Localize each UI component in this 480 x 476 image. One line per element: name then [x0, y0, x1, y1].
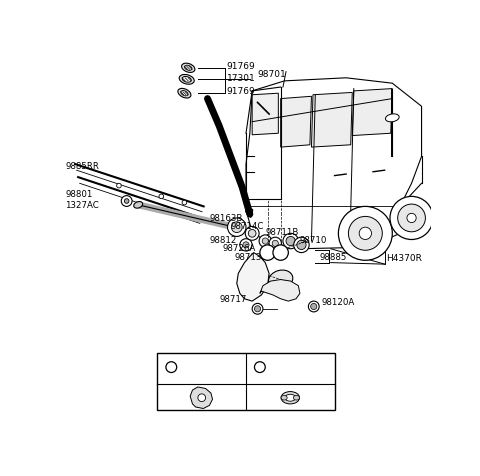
Polygon shape: [352, 89, 392, 136]
Circle shape: [311, 304, 317, 310]
Polygon shape: [252, 94, 278, 136]
Circle shape: [231, 222, 242, 233]
Circle shape: [259, 236, 271, 248]
Circle shape: [117, 184, 121, 188]
Polygon shape: [246, 79, 421, 249]
Text: 98120A: 98120A: [322, 297, 355, 306]
Circle shape: [260, 245, 275, 261]
Circle shape: [348, 217, 382, 251]
Ellipse shape: [281, 396, 287, 400]
Circle shape: [338, 207, 392, 261]
Text: a: a: [169, 363, 174, 372]
Circle shape: [248, 230, 256, 238]
Text: 98726A: 98726A: [223, 243, 256, 252]
Polygon shape: [312, 93, 352, 148]
Circle shape: [308, 301, 319, 312]
Circle shape: [407, 214, 416, 223]
Circle shape: [121, 196, 132, 207]
Text: 98163B: 98163B: [209, 214, 242, 223]
Ellipse shape: [268, 270, 293, 289]
Circle shape: [262, 238, 268, 245]
Polygon shape: [237, 253, 269, 301]
Circle shape: [254, 362, 265, 373]
Circle shape: [240, 239, 252, 251]
Circle shape: [159, 195, 164, 199]
Text: b: b: [257, 363, 262, 372]
Text: 98885: 98885: [319, 252, 347, 261]
Text: b: b: [278, 248, 283, 258]
Circle shape: [254, 306, 261, 312]
Text: 17301: 17301: [227, 74, 255, 83]
Circle shape: [166, 362, 177, 373]
Ellipse shape: [385, 115, 399, 122]
Circle shape: [272, 241, 278, 247]
Polygon shape: [260, 280, 300, 301]
Circle shape: [297, 241, 306, 250]
Circle shape: [286, 237, 295, 246]
Text: 91769: 91769: [227, 62, 255, 71]
Circle shape: [398, 205, 425, 232]
Text: 98711B: 98711B: [265, 228, 299, 237]
Text: 98714C: 98714C: [230, 222, 264, 231]
Text: H4370R: H4370R: [386, 254, 422, 263]
Text: 98662B: 98662B: [269, 363, 304, 372]
Ellipse shape: [293, 396, 300, 400]
Ellipse shape: [179, 75, 194, 85]
Circle shape: [390, 197, 433, 240]
Ellipse shape: [181, 64, 195, 73]
Circle shape: [245, 227, 259, 241]
Ellipse shape: [281, 392, 300, 404]
Circle shape: [243, 242, 249, 248]
Text: 91769: 91769: [227, 87, 255, 96]
Ellipse shape: [285, 395, 296, 401]
Text: 81199: 81199: [180, 363, 209, 372]
Ellipse shape: [134, 202, 143, 208]
Bar: [157, 353, 335, 411]
Text: 1327AC: 1327AC: [65, 201, 99, 210]
Text: 98717: 98717: [219, 295, 246, 304]
Circle shape: [294, 238, 309, 253]
Text: 98701: 98701: [258, 69, 286, 79]
Circle shape: [252, 304, 263, 315]
Ellipse shape: [181, 91, 188, 97]
Polygon shape: [190, 387, 213, 409]
Text: 98710: 98710: [300, 236, 327, 245]
Text: 9885RR: 9885RR: [65, 162, 99, 171]
Circle shape: [269, 238, 281, 250]
Text: a: a: [265, 248, 270, 258]
Circle shape: [228, 218, 246, 237]
Polygon shape: [281, 97, 312, 148]
Circle shape: [359, 228, 372, 240]
Ellipse shape: [184, 66, 192, 71]
Ellipse shape: [182, 77, 191, 83]
Circle shape: [124, 199, 129, 204]
Circle shape: [198, 394, 205, 402]
Text: 98801: 98801: [65, 189, 93, 198]
Text: 98812: 98812: [210, 236, 237, 245]
Ellipse shape: [178, 89, 191, 99]
Text: 98713B: 98713B: [234, 252, 268, 261]
Circle shape: [273, 245, 288, 261]
Circle shape: [283, 234, 299, 249]
Circle shape: [182, 201, 187, 206]
